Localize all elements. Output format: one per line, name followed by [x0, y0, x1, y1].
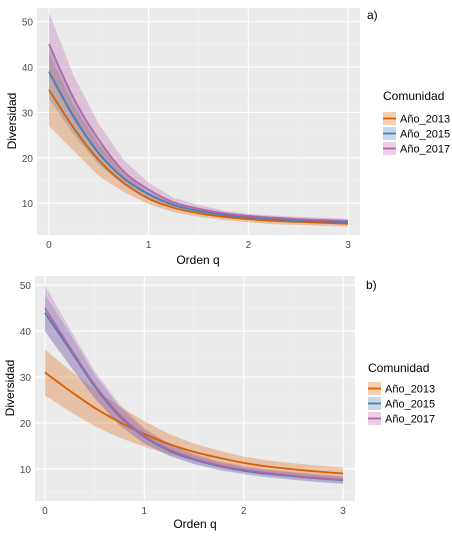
panel-b-y-axis-title: Diversidad	[3, 360, 17, 417]
legend-label-Año_2013: Año_2013	[385, 384, 435, 396]
panel-b-legend: Comunidad Año_2013 Año_2015 Año_2017	[368, 361, 435, 426]
series-line-Año_2017	[48, 43, 349, 222]
y-tick-label: 50	[22, 18, 34, 29]
legend-label-Año_2017: Año_2017	[400, 144, 450, 156]
x-tick-label: 3	[340, 506, 346, 517]
panel-b-y-ticks: 10 20 30 40 50	[20, 281, 32, 476]
x-tick-label: 1	[142, 506, 148, 517]
y-tick-label: 30	[20, 373, 32, 384]
series-line-Año_2013	[48, 89, 349, 225]
panel-b-x-ticks: 0 1 2 3	[42, 506, 346, 517]
panel-a-x-axis-title: Orden q	[176, 253, 219, 267]
panel-b-x-axis-title: Orden q	[173, 517, 216, 531]
panel-a-legend: Comunidad Año_2013 Año_2015 Año_2017	[383, 89, 450, 156]
y-tick-label: 40	[22, 63, 34, 74]
panel-b-background	[35, 276, 355, 501]
chart-panel-a: 10 20 30 40 50 0 1 2 3 Orden q Diversidad a) Co…	[5, 8, 450, 267]
y-tick-label: 20	[22, 154, 34, 165]
series-line-Año_2017	[44, 307, 344, 481]
x-tick-label: 1	[146, 240, 152, 251]
panel-b-grid	[35, 276, 355, 501]
y-tick-label: 10	[22, 199, 34, 210]
x-tick-label: 0	[42, 506, 48, 517]
panel-a-lines	[48, 43, 349, 225]
confidence-band-Año_2015	[49, 44, 348, 225]
series-line-Año_2015	[48, 71, 349, 224]
y-tick-label: 10	[20, 465, 32, 476]
legend-label-Año_2017: Año_2017	[385, 414, 435, 426]
panel-a-legend-title: Comunidad	[383, 89, 444, 103]
x-tick-label: 3	[345, 240, 351, 251]
legend-label-Año_2013: Año_2013	[400, 114, 450, 126]
x-tick-label: 2	[246, 240, 252, 251]
series-line-Año_2013	[44, 371, 344, 475]
x-tick-label: 0	[46, 240, 52, 251]
y-tick-label: 30	[22, 108, 34, 119]
legend-label-Año_2015: Año_2015	[385, 399, 435, 411]
confidence-band-Año_2017	[44, 285, 344, 484]
legend-label-Año_2015: Año_2015	[400, 129, 450, 141]
panel-b-lines	[44, 307, 344, 482]
panel-a-label: a)	[367, 8, 378, 22]
panel-a-x-ticks: 0 1 2 3	[46, 240, 351, 251]
y-tick-label: 50	[20, 281, 32, 292]
panel-b-legend-title: Comunidad	[368, 361, 429, 375]
chart-panel-b: 10 20 30 40 50 0 1 2 3 Orden q Diversidad b) Co…	[3, 276, 435, 531]
panel-a-y-ticks: 10 20 30 40 50	[22, 18, 34, 211]
x-tick-label: 2	[241, 506, 247, 517]
panel-b-label: b)	[366, 278, 377, 292]
y-tick-label: 20	[20, 419, 32, 430]
panel-a-y-axis-title: Diversidad	[5, 93, 19, 150]
panel-a-grid	[37, 8, 360, 235]
confidence-band-Año_2015	[44, 294, 344, 484]
y-tick-label: 40	[20, 327, 32, 338]
